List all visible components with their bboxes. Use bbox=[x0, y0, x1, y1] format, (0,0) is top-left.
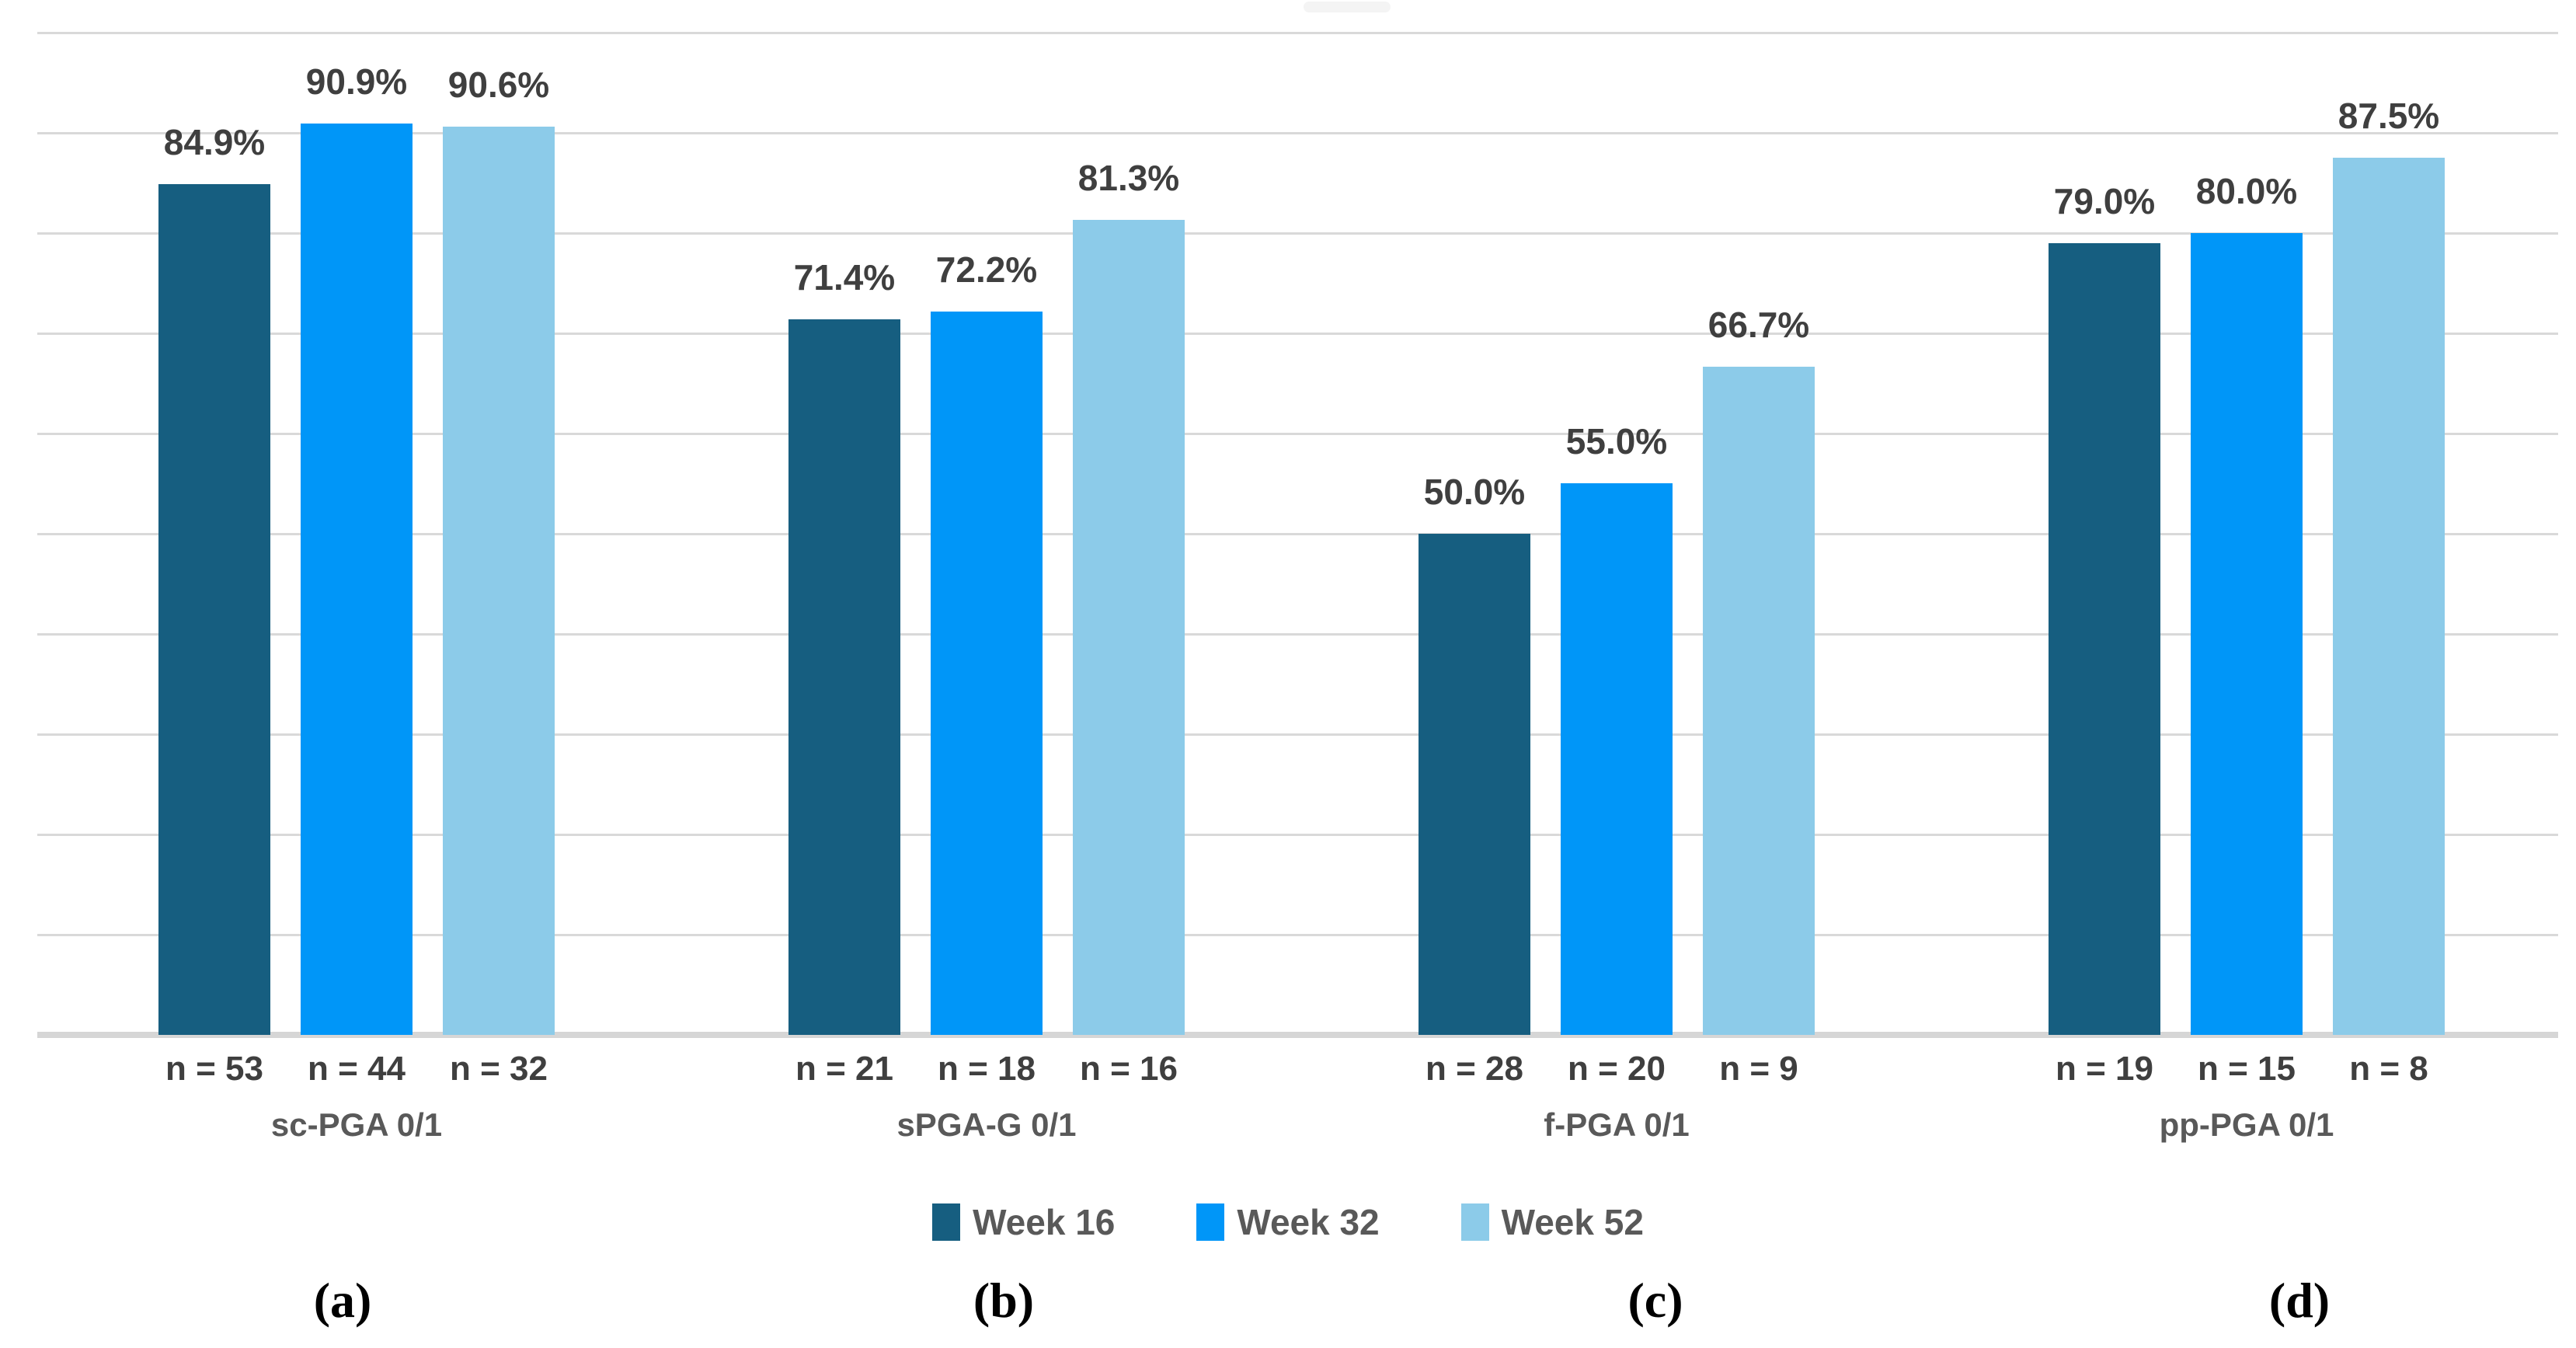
gridline bbox=[37, 834, 2558, 836]
bar-value-label: 80.0% bbox=[2195, 171, 2298, 211]
bar bbox=[443, 127, 555, 1035]
bar-value-label: 71.4% bbox=[793, 257, 896, 298]
bar bbox=[158, 184, 270, 1035]
panel-letter: (d) bbox=[2268, 1273, 2331, 1328]
bar-n-label: n = 16 bbox=[1080, 1050, 1178, 1088]
gridline bbox=[37, 633, 2558, 636]
panel-letter: (b) bbox=[973, 1273, 1035, 1328]
legend-item: Week 32 bbox=[1196, 1201, 1380, 1243]
bar-value-label: 55.0% bbox=[1565, 421, 1668, 462]
panel-letter: (a) bbox=[313, 1273, 372, 1328]
bar bbox=[1561, 483, 1673, 1035]
bar-value-label: 90.9% bbox=[305, 61, 408, 102]
x-axis-line bbox=[37, 1032, 2558, 1038]
bar-value-label: 50.0% bbox=[1423, 472, 1526, 512]
gridline bbox=[37, 232, 2558, 235]
bar-n-label: n = 21 bbox=[795, 1050, 893, 1088]
category-label: sc-PGA 0/1 bbox=[270, 1106, 443, 1143]
bar-value-label: 90.6% bbox=[447, 64, 550, 105]
legend-label: Week 32 bbox=[1237, 1202, 1380, 1242]
bar-value-label: 81.3% bbox=[1077, 158, 1180, 198]
legend-label: Week 52 bbox=[1501, 1202, 1644, 1242]
bar-n-label: n = 32 bbox=[450, 1050, 548, 1088]
legend-swatch bbox=[1196, 1203, 1225, 1241]
bar bbox=[2191, 233, 2303, 1035]
gridline bbox=[37, 533, 2558, 535]
legend-label: Week 16 bbox=[973, 1202, 1116, 1242]
bar bbox=[2333, 158, 2445, 1035]
bar-value-label: 84.9% bbox=[163, 122, 266, 162]
legend-swatch bbox=[932, 1203, 961, 1241]
bar-n-label: n = 44 bbox=[308, 1050, 406, 1088]
bar bbox=[2049, 243, 2160, 1035]
gridline bbox=[37, 132, 2558, 134]
legend-item: Week 52 bbox=[1460, 1201, 1644, 1243]
bar-n-label: n = 19 bbox=[2056, 1050, 2153, 1088]
bar bbox=[931, 312, 1043, 1035]
bar bbox=[301, 124, 413, 1035]
legend-item: Week 16 bbox=[932, 1201, 1115, 1243]
bar bbox=[1073, 220, 1185, 1035]
gridline bbox=[37, 32, 2558, 34]
gridline bbox=[37, 733, 2558, 736]
legend: Week 16 Week 32 Week 52 bbox=[0, 1199, 2576, 1245]
gridline bbox=[37, 333, 2558, 335]
bar-n-label: n = 20 bbox=[1568, 1050, 1666, 1088]
bar-n-label: n = 18 bbox=[938, 1050, 1036, 1088]
bar bbox=[1703, 367, 1815, 1035]
category-label: pp-PGA 0/1 bbox=[2159, 1106, 2334, 1143]
bar-value-label: 87.5% bbox=[2338, 96, 2440, 136]
bar-value-label: 66.7% bbox=[1707, 305, 1810, 345]
bar-n-label: n = 8 bbox=[2349, 1050, 2428, 1088]
legend-swatch bbox=[1460, 1203, 1489, 1241]
bar-value-label: 79.0% bbox=[2053, 181, 2156, 221]
bar-n-label: n = 53 bbox=[165, 1050, 263, 1088]
category-label: sPGA-G 0/1 bbox=[896, 1106, 1077, 1143]
bar bbox=[788, 319, 900, 1035]
panel-letter: (c) bbox=[1627, 1273, 1683, 1328]
bar-n-label: n = 15 bbox=[2198, 1050, 2296, 1088]
bar-n-label: n = 28 bbox=[1426, 1050, 1523, 1088]
category-label: f-PGA 0/1 bbox=[1544, 1106, 1690, 1143]
cropped-title-artifact bbox=[1304, 2, 1391, 12]
bar-n-label: n = 9 bbox=[1719, 1050, 1798, 1088]
bar bbox=[1419, 534, 1530, 1035]
gridline bbox=[37, 433, 2558, 435]
gridline bbox=[37, 934, 2558, 936]
bar-value-label: 72.2% bbox=[935, 249, 1038, 290]
